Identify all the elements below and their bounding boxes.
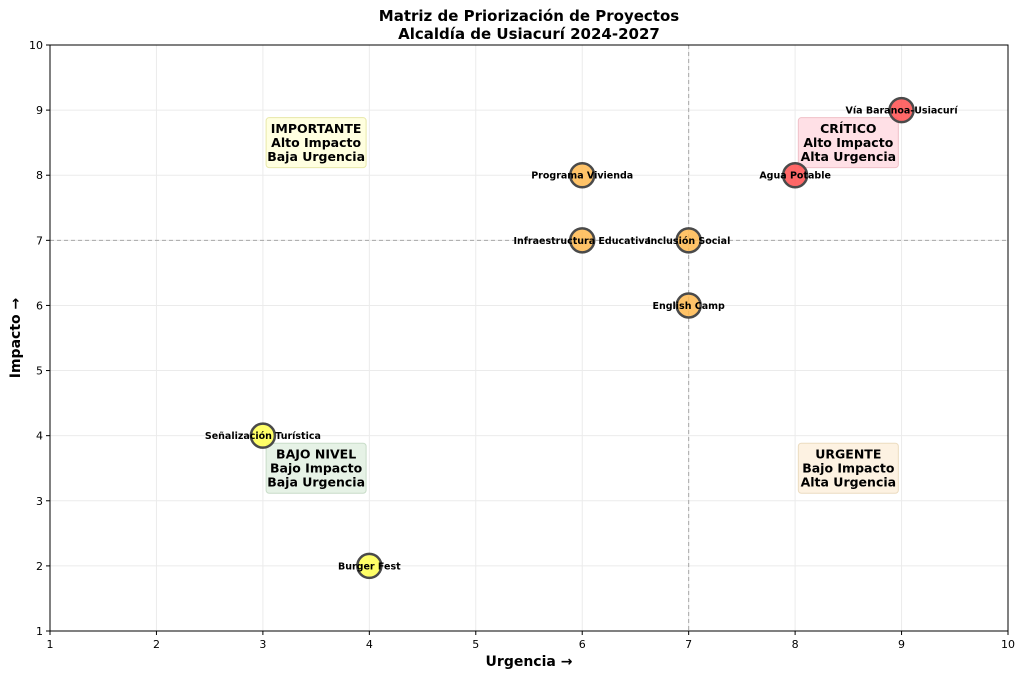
x-tick-label: 7 [685,638,692,651]
data-point [568,161,596,189]
quadrant-label-line: Alto Impacto [271,135,361,150]
point-label: Infraestructura Educativa [513,236,650,247]
data-point [356,552,383,580]
quadrant-box-background [265,442,367,494]
chart-title-line-1: Matriz de Priorización de Proyectos [379,7,679,25]
chart-title-line-2: Alcaldía de Usiacurí 2024-2027 [398,25,660,43]
quadrant-label-line: Alto Impacto [803,135,893,150]
x-tick-label: 8 [792,638,799,651]
y-tick-label: 5 [36,365,43,378]
y-tick-label: 4 [36,430,43,443]
x-tick-label: 6 [579,638,586,651]
point-label: Agua Potable [759,171,831,182]
x-axis-ticks: 1 2 3 4 5 6 7 8 9 10 [47,631,1015,651]
point-labels: Vía Baranoa-Usiacurí Agua Potable Programa… [205,106,958,573]
y-axis-label: Impacto → [8,297,24,378]
quadrant-label-line: CRÍTICO [820,121,876,136]
data-point [249,422,277,449]
y-tick-label: 9 [36,104,43,117]
y-tick-label: 1 [36,625,43,638]
y-tick-label: 8 [36,169,43,182]
x-tick-label: 10 [1001,638,1015,651]
y-tick-label: 7 [36,234,43,247]
quadrant-label-line: Alta Urgencia [801,475,897,490]
point-label: Señalización Turística [205,431,321,442]
data-point [675,227,702,254]
quadrant-label-line: Bajo Impacto [802,461,895,476]
data-point [675,292,702,319]
y-tick-label: 10 [29,39,43,52]
threshold-lines [50,45,1008,631]
x-tick-label: 4 [366,638,373,651]
quadrant-box-background [797,117,899,169]
quadrant-box-background [797,442,899,494]
point-label: English Camp [652,301,725,312]
data-points [249,96,915,580]
x-tick-label: 2 [153,638,160,651]
quadrant-label-line: IMPORTANTE [271,121,362,136]
y-axis-ticks: 1 2 3 4 5 6 7 8 9 10 [29,39,50,638]
x-tick-label: 5 [472,638,479,651]
x-tick-label: 1 [47,638,54,651]
quadrant-label-line: URGENTE [815,447,881,462]
data-point [781,161,809,189]
x-axis-label: Urgencia → [486,654,573,670]
quadrant-label-line: BAJO NIVEL [276,447,356,462]
point-label: Programa Vivienda [531,171,633,182]
y-tick-label: 3 [36,495,43,508]
quadrant-label-line: Bajo Impacto [270,461,363,476]
x-tick-label: 3 [259,638,266,651]
quadrant-label-line: Baja Urgencia [267,475,365,490]
y-tick-label: 2 [36,560,43,573]
point-label: Vía Baranoa-Usiacurí [846,106,959,117]
data-point [888,96,915,124]
data-point [568,227,596,254]
point-label: Inclusión Social [647,236,730,247]
x-tick-label: 9 [898,638,905,651]
quadrant-label-line: Alta Urgencia [801,149,897,164]
quadrant-label-line: Baja Urgencia [267,149,365,164]
point-label: Burger Fest [338,561,401,572]
quadrant-box-background [265,117,367,169]
y-tick-label: 6 [36,299,43,312]
plot-frame [49,44,1009,632]
